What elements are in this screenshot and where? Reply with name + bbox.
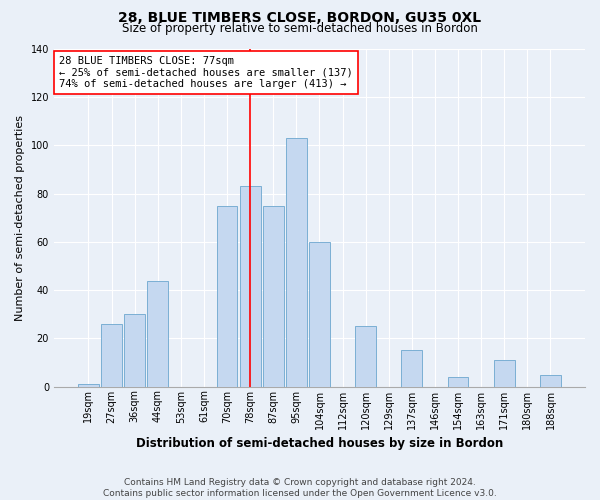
Bar <box>448 377 469 386</box>
Y-axis label: Number of semi-detached properties: Number of semi-detached properties <box>15 115 25 321</box>
X-axis label: Distribution of semi-detached houses by size in Bordon: Distribution of semi-detached houses by … <box>136 437 503 450</box>
Bar <box>78 384 99 386</box>
Bar <box>124 314 145 386</box>
Bar <box>401 350 422 386</box>
Text: 28, BLUE TIMBERS CLOSE, BORDON, GU35 0XL: 28, BLUE TIMBERS CLOSE, BORDON, GU35 0XL <box>118 11 482 25</box>
Bar <box>286 138 307 386</box>
Text: Size of property relative to semi-detached houses in Bordon: Size of property relative to semi-detach… <box>122 22 478 35</box>
Bar <box>240 186 260 386</box>
Bar <box>309 242 330 386</box>
Bar <box>263 206 284 386</box>
Bar <box>540 374 561 386</box>
Text: 28 BLUE TIMBERS CLOSE: 77sqm
← 25% of semi-detached houses are smaller (137)
74%: 28 BLUE TIMBERS CLOSE: 77sqm ← 25% of se… <box>59 56 353 89</box>
Bar <box>355 326 376 386</box>
Bar <box>494 360 515 386</box>
Text: Contains HM Land Registry data © Crown copyright and database right 2024.
Contai: Contains HM Land Registry data © Crown c… <box>103 478 497 498</box>
Bar <box>217 206 238 386</box>
Bar <box>148 280 168 386</box>
Bar <box>101 324 122 386</box>
